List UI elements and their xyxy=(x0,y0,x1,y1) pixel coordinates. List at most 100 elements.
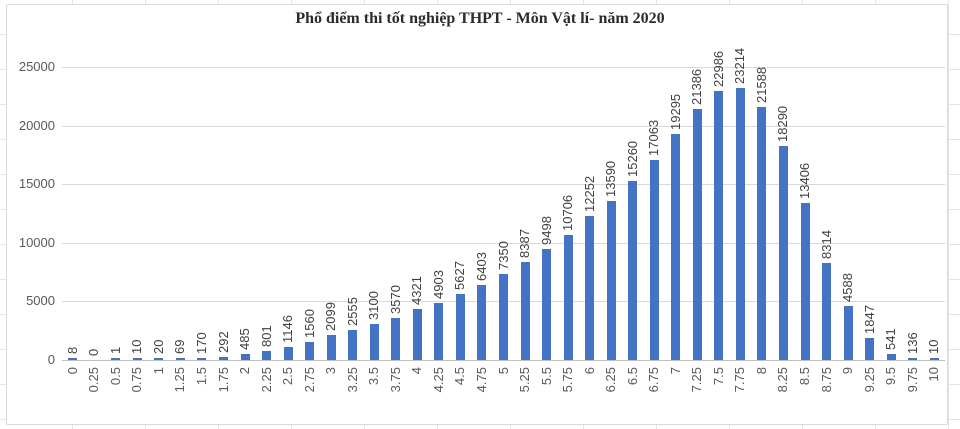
bar-3[interactable] xyxy=(326,335,336,360)
x-axis-category-label: 4.75 xyxy=(473,367,489,393)
y-axis-tick-label: 0 xyxy=(47,352,55,367)
bar-2[interactable] xyxy=(240,354,250,360)
x-axis-category-label: 1.75 xyxy=(215,367,231,393)
bar-data-label: 2099 xyxy=(323,302,339,332)
bar-data-label: 10706 xyxy=(560,194,576,231)
bar-0.5[interactable] xyxy=(111,358,121,360)
x-axis-category-label: 2.25 xyxy=(258,367,274,393)
bar-data-label: 2555 xyxy=(344,297,360,327)
y-axis-tick-label: 20000 xyxy=(18,117,55,133)
x-axis-category-label: 4.5 xyxy=(452,367,468,386)
bar-8.5[interactable] xyxy=(800,202,810,360)
bar-5.25[interactable] xyxy=(520,261,530,360)
bar-6.5[interactable] xyxy=(628,181,638,360)
bar-8.25[interactable] xyxy=(778,145,788,360)
bar-1[interactable] xyxy=(154,358,164,360)
y-axis-tick-label: 25000 xyxy=(18,59,55,74)
bar-data-label: 19295 xyxy=(667,93,683,130)
bar-data-label: 7350 xyxy=(495,240,511,270)
bar-4.75[interactable] xyxy=(477,284,487,360)
bar-8[interactable] xyxy=(757,106,767,360)
gridline-15000 xyxy=(62,184,945,186)
bar-data-label: 1 xyxy=(107,346,123,354)
bar-3.75[interactable] xyxy=(391,318,401,360)
bar-5[interactable] xyxy=(499,273,508,360)
bar-9.25[interactable] xyxy=(865,338,875,360)
gridline-10000 xyxy=(62,242,945,244)
bar-data-label: 17063 xyxy=(646,119,662,157)
bar-9.5[interactable] xyxy=(886,353,896,360)
bar-data-label: 801 xyxy=(258,324,274,347)
bar-data-label: 541 xyxy=(883,327,899,350)
bar-10[interactable] xyxy=(929,358,939,360)
bar-data-label: 0 xyxy=(86,348,102,356)
bar-3.25[interactable] xyxy=(348,330,358,360)
bar-data-label: 1847 xyxy=(861,305,877,335)
bar-8.75[interactable] xyxy=(822,262,832,360)
bar-data-label: 136 xyxy=(904,332,920,354)
bar-9[interactable] xyxy=(843,306,853,360)
bar-data-label: 69 xyxy=(172,339,188,354)
y-axis-tick-label: 5000 xyxy=(26,293,55,309)
x-axis-category-label: 0.5 xyxy=(107,367,123,386)
gridline-20000 xyxy=(62,125,945,127)
bar-7.75[interactable] xyxy=(735,87,745,360)
bar-2.75[interactable] xyxy=(305,341,315,360)
chart-title: Phổ điểm thi tốt nghiệp THPT - Môn Vật l… xyxy=(295,10,665,27)
bar-6.25[interactable] xyxy=(606,200,616,360)
bar-0.75[interactable] xyxy=(132,358,142,360)
x-axis-category-label: 5.75 xyxy=(560,367,576,393)
bar-4.25[interactable] xyxy=(434,302,444,360)
x-axis-category-label: 6.25 xyxy=(603,367,619,393)
x-axis-category-label: 0.75 xyxy=(129,367,145,393)
x-axis-category-label: 9 xyxy=(840,367,856,375)
x-axis-category-label: 8 xyxy=(753,367,769,375)
bar-data-label: 9498 xyxy=(538,215,554,245)
bar-7.5[interactable] xyxy=(714,90,724,360)
bar-data-label: 21386 xyxy=(689,69,705,106)
bar-data-label: 20 xyxy=(150,339,166,354)
bar-data-label: 8314 xyxy=(818,229,834,259)
bar-data-label: 1560 xyxy=(301,308,317,338)
bar-data-label: 5627 xyxy=(452,261,468,291)
bar-6[interactable] xyxy=(585,216,595,360)
bar-3.5[interactable] xyxy=(369,323,379,360)
x-axis-category-label: 0.25 xyxy=(86,367,102,393)
x-axis-category-label: 7 xyxy=(667,367,683,375)
x-axis-category-label: 6.5 xyxy=(624,367,640,386)
bar-9.75[interactable] xyxy=(908,358,918,360)
bar-4[interactable] xyxy=(412,309,422,360)
x-axis-category-label: 1 xyxy=(150,367,166,375)
bar-data-label: 8 xyxy=(64,346,80,354)
bar-2.25[interactable] xyxy=(262,350,272,360)
y-axis-tick-label: 15000 xyxy=(18,176,55,192)
y-axis-tick-label: 10000 xyxy=(18,234,55,250)
bar-2.5[interactable] xyxy=(283,346,293,360)
bar-data-label: 170 xyxy=(193,332,209,354)
x-axis-category-label: 0 xyxy=(64,367,80,375)
bar-data-label: 10 xyxy=(926,339,942,354)
bar-4.5[interactable] xyxy=(455,294,465,360)
x-axis-category-label: 6 xyxy=(581,367,597,375)
x-axis-category-label: 8.75 xyxy=(818,367,834,393)
bar-6.75[interactable] xyxy=(649,160,659,360)
bar-1.25[interactable] xyxy=(175,358,185,360)
bar-data-label: 3570 xyxy=(387,285,403,315)
bar-data-label: 10 xyxy=(129,339,145,354)
bar-data-label: 6403 xyxy=(473,252,489,281)
x-axis-category-label: 6.75 xyxy=(646,367,662,393)
x-axis-category-label: 4.25 xyxy=(430,367,446,393)
bar-1.5[interactable] xyxy=(197,358,207,360)
x-axis-category-label: 1.5 xyxy=(193,367,209,386)
chart-container[interactable] xyxy=(6,4,948,425)
bar-1.75[interactable] xyxy=(219,356,229,360)
bar-5.75[interactable] xyxy=(563,234,573,360)
bar-data-label: 292 xyxy=(215,330,231,353)
bar-data-label: 23214 xyxy=(732,47,748,84)
x-axis-category-label: 2.75 xyxy=(301,367,317,393)
bar-0[interactable] xyxy=(68,358,78,360)
bar-7.25[interactable] xyxy=(692,109,702,360)
bar-7[interactable] xyxy=(671,133,681,360)
bar-5.5[interactable] xyxy=(542,248,552,360)
